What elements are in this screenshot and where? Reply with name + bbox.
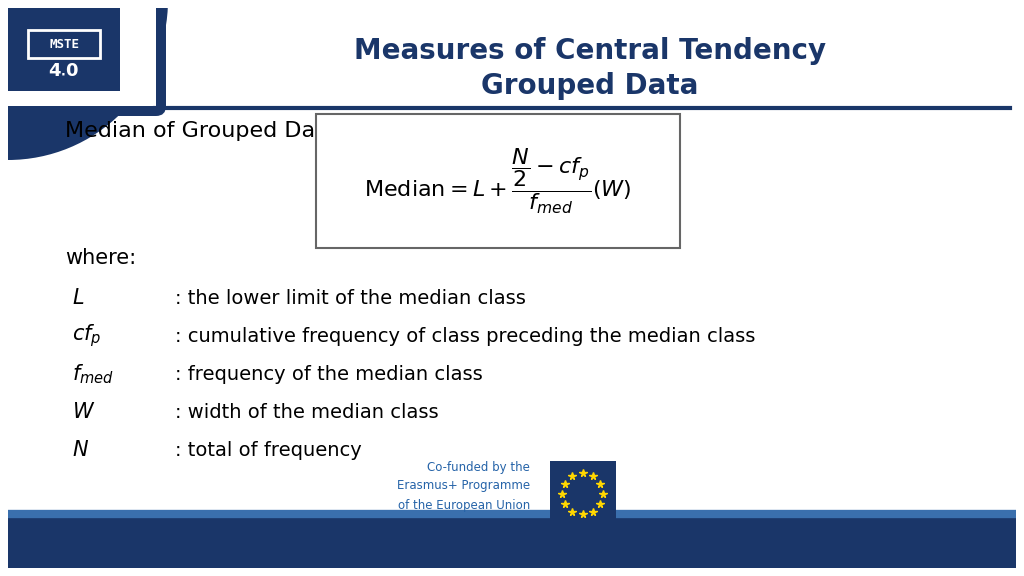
Text: : the lower limit of the median class: : the lower limit of the median class <box>175 289 526 308</box>
Text: : width of the median class: : width of the median class <box>175 403 438 422</box>
Bar <box>120 8 156 106</box>
FancyBboxPatch shape <box>0 0 166 116</box>
Text: : cumulative frequency of class preceding the median class: : cumulative frequency of class precedin… <box>175 327 756 346</box>
Text: Measures of Central Tendency: Measures of Central Tendency <box>354 37 826 65</box>
Text: where:: where: <box>65 248 136 268</box>
Text: $cf_p$: $cf_p$ <box>72 323 101 350</box>
Bar <box>8 91 156 106</box>
FancyBboxPatch shape <box>316 114 680 248</box>
Text: $\mathrm{Median} = L + \dfrac{\dfrac{N}{2} - cf_p}{f_{med}}(W)$: $\mathrm{Median} = L + \dfrac{\dfrac{N}{… <box>365 146 632 216</box>
Text: Grouped Data: Grouped Data <box>481 72 698 100</box>
Text: $f_{med}$: $f_{med}$ <box>72 362 114 386</box>
Text: $\mathbf{4_{\bullet}0}$: $\mathbf{4_{\bullet}0}$ <box>48 59 80 77</box>
Text: Median of Grouped Data: Median of Grouped Data <box>65 121 338 141</box>
Bar <box>0 568 1024 576</box>
Text: $N$: $N$ <box>72 440 89 460</box>
Bar <box>0 0 1024 8</box>
Bar <box>28 30 100 58</box>
Text: $W$: $W$ <box>72 402 95 422</box>
Text: $L$: $L$ <box>72 288 84 308</box>
Bar <box>8 516 1016 568</box>
Text: MSTE: MSTE <box>49 37 79 51</box>
Text: : total of frequency: : total of frequency <box>175 441 361 460</box>
Bar <box>0 0 8 576</box>
Wedge shape <box>8 0 168 160</box>
Text: : frequency of the median class: : frequency of the median class <box>175 365 482 384</box>
Bar <box>1016 0 1024 576</box>
Text: Co-funded by the
Erasmus+ Programme
of the European Union: Co-funded by the Erasmus+ Programme of t… <box>397 460 530 511</box>
